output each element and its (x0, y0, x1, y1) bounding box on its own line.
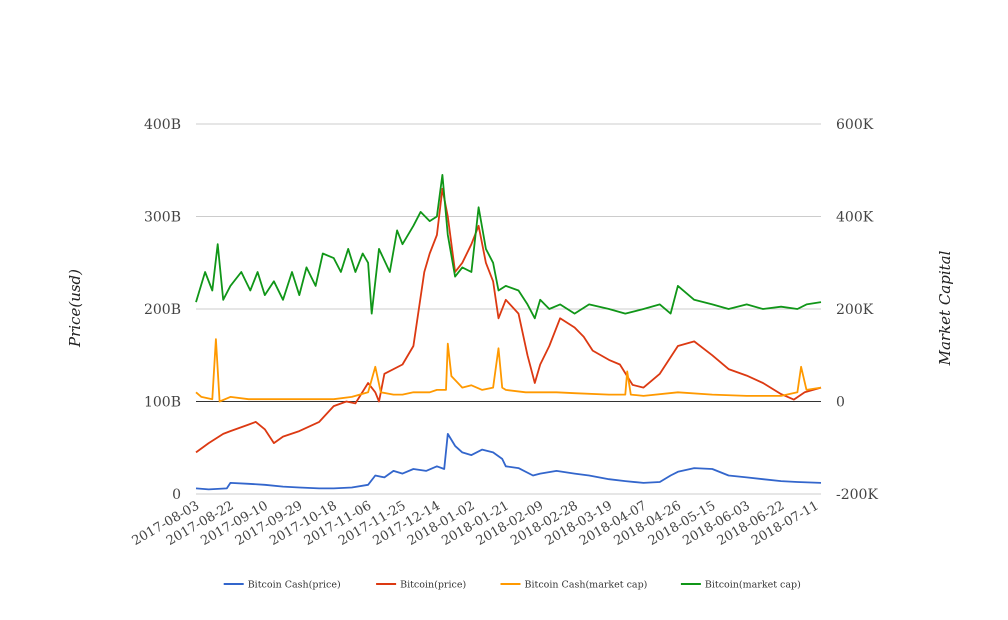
legend-label: Bitcoin Cash(market cap) (525, 580, 648, 591)
series-line-bitcoin-cash-market-cap (195, 338, 822, 403)
legend-label: Bitcoin Cash(price) (248, 580, 341, 591)
legend-label: Bitcoin(price) (400, 580, 466, 591)
series-line-bitcoin-price (195, 187, 822, 454)
left-tick-label: 200B (144, 302, 181, 318)
series-line-bitcoin-cash-price (195, 432, 822, 491)
left-tick-label: 100B (144, 395, 181, 411)
right-axis-ticks: -200K 0 200K 400K 600K (836, 117, 878, 503)
legend-label: Bitcoin(market cap) (705, 580, 801, 591)
right-tick-label: -200K (836, 487, 878, 503)
left-axis-title: Price(usd) (66, 269, 84, 348)
right-tick-label: 600K (836, 117, 874, 133)
legend-item[interactable]: Bitcoin(price) (376, 580, 466, 591)
gridlines (196, 123, 821, 495)
legend: Bitcoin Cash(price) Bitcoin(price) Bitcoin… (223, 580, 801, 591)
x-axis-ticks: 2017-08-032017-08-222017-09-102017-09-29… (130, 498, 822, 548)
legend-item[interactable]: Bitcoin Cash(market cap) (500, 580, 648, 591)
left-tick-label: 300B (144, 210, 181, 226)
right-tick-label: 200K (836, 302, 874, 318)
series-line-bitcoin-market-cap (195, 173, 822, 320)
right-axis-title: Market Capital (936, 250, 954, 366)
legend-item[interactable]: Bitcoin(market cap) (680, 580, 801, 591)
series-lines (195, 173, 822, 491)
left-axis-ticks: 0 100B 200B 300B 400B (144, 117, 181, 503)
legend-item[interactable]: Bitcoin Cash(price) (223, 580, 341, 591)
right-tick-label: 400K (836, 210, 874, 226)
left-tick-label: 400B (144, 117, 181, 133)
left-tick-label: 0 (172, 487, 181, 503)
right-tick-label: 0 (836, 395, 845, 411)
